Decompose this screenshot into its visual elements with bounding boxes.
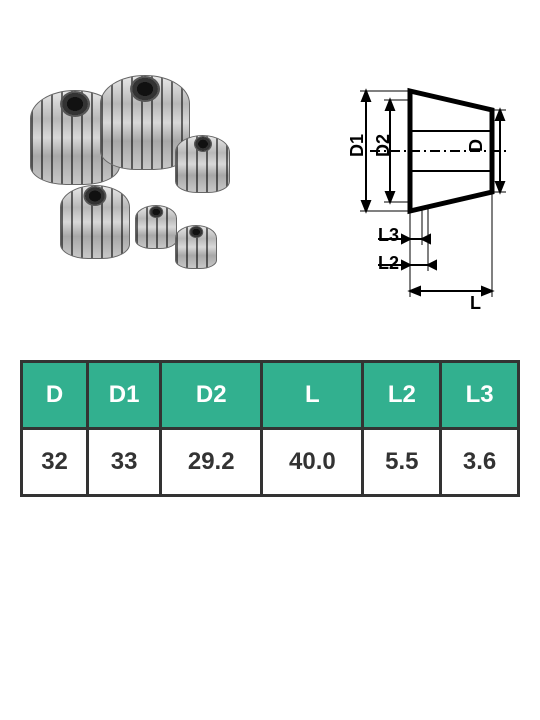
label-d2: D2: [373, 134, 394, 157]
col-d2: D2: [161, 362, 262, 429]
table-cell: 29.2: [161, 429, 262, 496]
col-d: D: [22, 362, 88, 429]
label-l2: L2: [378, 253, 399, 274]
label-d: D: [466, 139, 487, 152]
collet-4: [175, 135, 230, 193]
label-l: L: [470, 293, 481, 314]
dimensions-table: DD1D2LL2L3 323329.240.05.53.6: [0, 360, 540, 497]
technical-diagram: D1 D2 D L3 L2 L: [260, 55, 520, 315]
table-cell: 33: [88, 429, 161, 496]
collet-photo: [20, 75, 240, 295]
table-cell: 5.5: [363, 429, 441, 496]
label-l3: L3: [378, 225, 399, 246]
collet-5: [135, 205, 177, 249]
collet-6: [175, 225, 217, 269]
col-d1: D1: [88, 362, 161, 429]
table-cell: 32: [22, 429, 88, 496]
table-cell: 3.6: [441, 429, 519, 496]
col-l2: L2: [363, 362, 441, 429]
col-l3: L3: [441, 362, 519, 429]
col-l: L: [262, 362, 363, 429]
label-d1: D1: [347, 134, 368, 157]
collet-3: [60, 185, 130, 259]
table-cell: 40.0: [262, 429, 363, 496]
table-row: 323329.240.05.53.6: [22, 429, 519, 496]
